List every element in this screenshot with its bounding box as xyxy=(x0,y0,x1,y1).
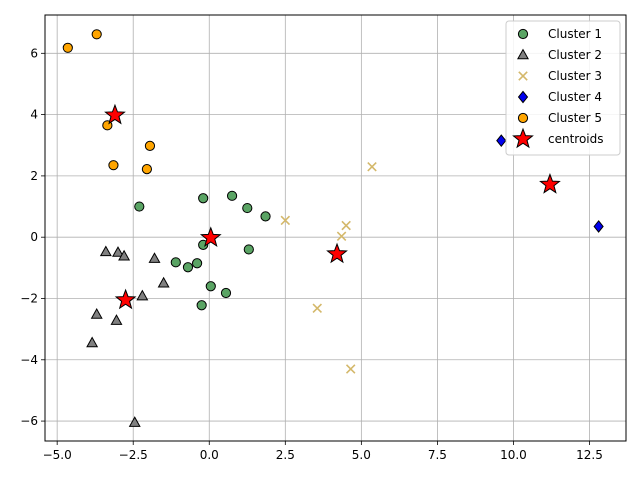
y-tick-label: −6 xyxy=(20,414,38,428)
data-point xyxy=(112,246,124,257)
x-tick-label: 2.5 xyxy=(276,448,295,462)
data-point xyxy=(280,215,291,226)
series-0 xyxy=(134,190,271,311)
data-point xyxy=(90,308,103,319)
legend: Cluster 1 Cluster 2 Cluster 3 Cluster 4 Clus… xyxy=(505,20,621,156)
legend-label: Cluster 2 xyxy=(548,48,602,62)
data-point xyxy=(496,134,507,148)
data-point xyxy=(148,252,161,263)
data-point xyxy=(144,140,156,151)
series-2 xyxy=(280,161,377,374)
data-point xyxy=(198,193,209,204)
data-point xyxy=(108,160,119,171)
legend-marker xyxy=(517,112,529,124)
data-point xyxy=(336,231,347,242)
centroid-point xyxy=(199,226,222,248)
centroid-point xyxy=(326,242,348,264)
data-point xyxy=(220,287,232,299)
data-point xyxy=(242,202,253,214)
series-5 xyxy=(104,103,561,310)
data-point xyxy=(312,303,323,314)
data-point xyxy=(141,164,153,175)
data-point xyxy=(62,42,73,53)
series-1 xyxy=(86,245,170,427)
data-point xyxy=(196,300,207,311)
y-tick-label: −2 xyxy=(20,291,38,305)
centroid-point xyxy=(114,288,137,310)
data-point xyxy=(191,258,203,269)
x-tick-label: 7.5 xyxy=(428,448,447,462)
y-tick-label: 6 xyxy=(30,46,38,60)
legend-label: Cluster 3 xyxy=(548,69,602,83)
data-point xyxy=(86,336,99,348)
data-point xyxy=(243,244,254,255)
x-tick-label: 12.5 xyxy=(576,448,603,462)
x-tick-label: −2.5 xyxy=(119,448,148,462)
legend-frame xyxy=(505,20,621,156)
centroid-point xyxy=(539,173,561,194)
data-points xyxy=(62,29,604,427)
data-point xyxy=(226,190,238,201)
axis-ticks: −5.0 −2.5 0.0 2.5 5.0 7.5 10.0 12.5 −6 −4 −2 0 2 4 6 xyxy=(20,46,603,462)
data-point xyxy=(134,201,145,212)
y-tick-label: 0 xyxy=(30,230,38,244)
centroid-point xyxy=(104,103,126,125)
data-point xyxy=(341,220,351,231)
data-point xyxy=(157,276,170,288)
data-point xyxy=(593,220,604,233)
data-point xyxy=(367,161,377,172)
data-point xyxy=(110,314,123,325)
data-point xyxy=(128,416,141,427)
y-tick-label: 4 xyxy=(30,108,38,122)
data-point xyxy=(170,257,181,268)
data-point xyxy=(182,262,194,273)
x-tick-label: 5.0 xyxy=(352,448,371,462)
data-point xyxy=(99,245,112,257)
legend-marker xyxy=(517,28,529,40)
legend-label: Cluster 4 xyxy=(548,90,602,104)
plot-frame xyxy=(44,14,627,442)
series-3 xyxy=(496,134,604,233)
x-tick-label: 0.0 xyxy=(200,448,219,462)
data-point xyxy=(118,249,131,261)
legend-label: Cluster 5 xyxy=(548,111,602,125)
y-tick-label: −4 xyxy=(20,353,38,367)
data-point xyxy=(205,281,216,292)
legend-marker xyxy=(517,90,529,104)
x-tick-label: −5.0 xyxy=(43,448,72,462)
legend-label: centroids xyxy=(548,132,604,146)
legend-marker xyxy=(518,71,528,81)
legend-label: Cluster 1 xyxy=(548,27,602,41)
data-point xyxy=(345,364,356,374)
x-tick-label: 10.0 xyxy=(500,448,527,462)
data-point xyxy=(91,29,102,40)
legend-marker xyxy=(517,48,529,60)
legend-marker xyxy=(512,127,534,149)
y-tick-label: 2 xyxy=(30,169,38,183)
data-point xyxy=(136,289,149,301)
data-point xyxy=(260,211,271,222)
